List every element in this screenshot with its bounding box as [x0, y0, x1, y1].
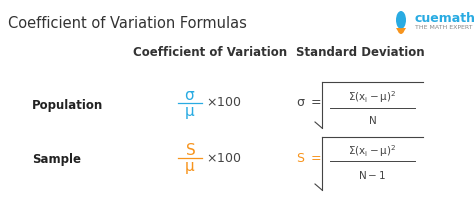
Text: $\mathsf{\sigma\ =}$: $\mathsf{\sigma\ =}$ — [296, 97, 322, 110]
Text: Population: Population — [32, 98, 103, 111]
Text: $\mathsf{S}$: $\mathsf{S}$ — [184, 142, 195, 158]
Text: $\mathsf{S\ =}$: $\mathsf{S\ =}$ — [296, 151, 322, 165]
Text: $\mathsf{N - 1}$: $\mathsf{N - 1}$ — [358, 169, 386, 181]
Text: Coefficient of Variation Formulas: Coefficient of Variation Formulas — [8, 16, 247, 31]
Text: $\mathsf{\times 100}$: $\mathsf{\times 100}$ — [206, 97, 242, 110]
Text: $\mathsf{\Sigma(x_i - \mu)^2}$: $\mathsf{\Sigma(x_i - \mu)^2}$ — [348, 143, 396, 159]
Text: $\mathsf{\mu}$: $\mathsf{\mu}$ — [184, 105, 196, 121]
Text: cuemath: cuemath — [415, 12, 474, 25]
Text: $\mathsf{N}$: $\mathsf{N}$ — [368, 114, 376, 126]
Text: Sample: Sample — [32, 154, 81, 167]
Text: THE MATH EXPERT: THE MATH EXPERT — [415, 25, 473, 30]
Ellipse shape — [396, 11, 406, 29]
Text: Standard Deviation: Standard Deviation — [296, 46, 424, 59]
Ellipse shape — [399, 28, 403, 34]
Text: $\mathsf{\sigma}$: $\mathsf{\sigma}$ — [184, 87, 196, 103]
Text: $\mathsf{\times 100}$: $\mathsf{\times 100}$ — [206, 151, 242, 165]
Polygon shape — [401, 28, 406, 33]
Text: $\mathsf{\mu}$: $\mathsf{\mu}$ — [184, 160, 196, 176]
Text: $\mathsf{\Sigma(x_i - \mu)^2}$: $\mathsf{\Sigma(x_i - \mu)^2}$ — [348, 89, 396, 105]
Polygon shape — [396, 28, 401, 33]
Text: Coefficient of Variation: Coefficient of Variation — [133, 46, 287, 59]
